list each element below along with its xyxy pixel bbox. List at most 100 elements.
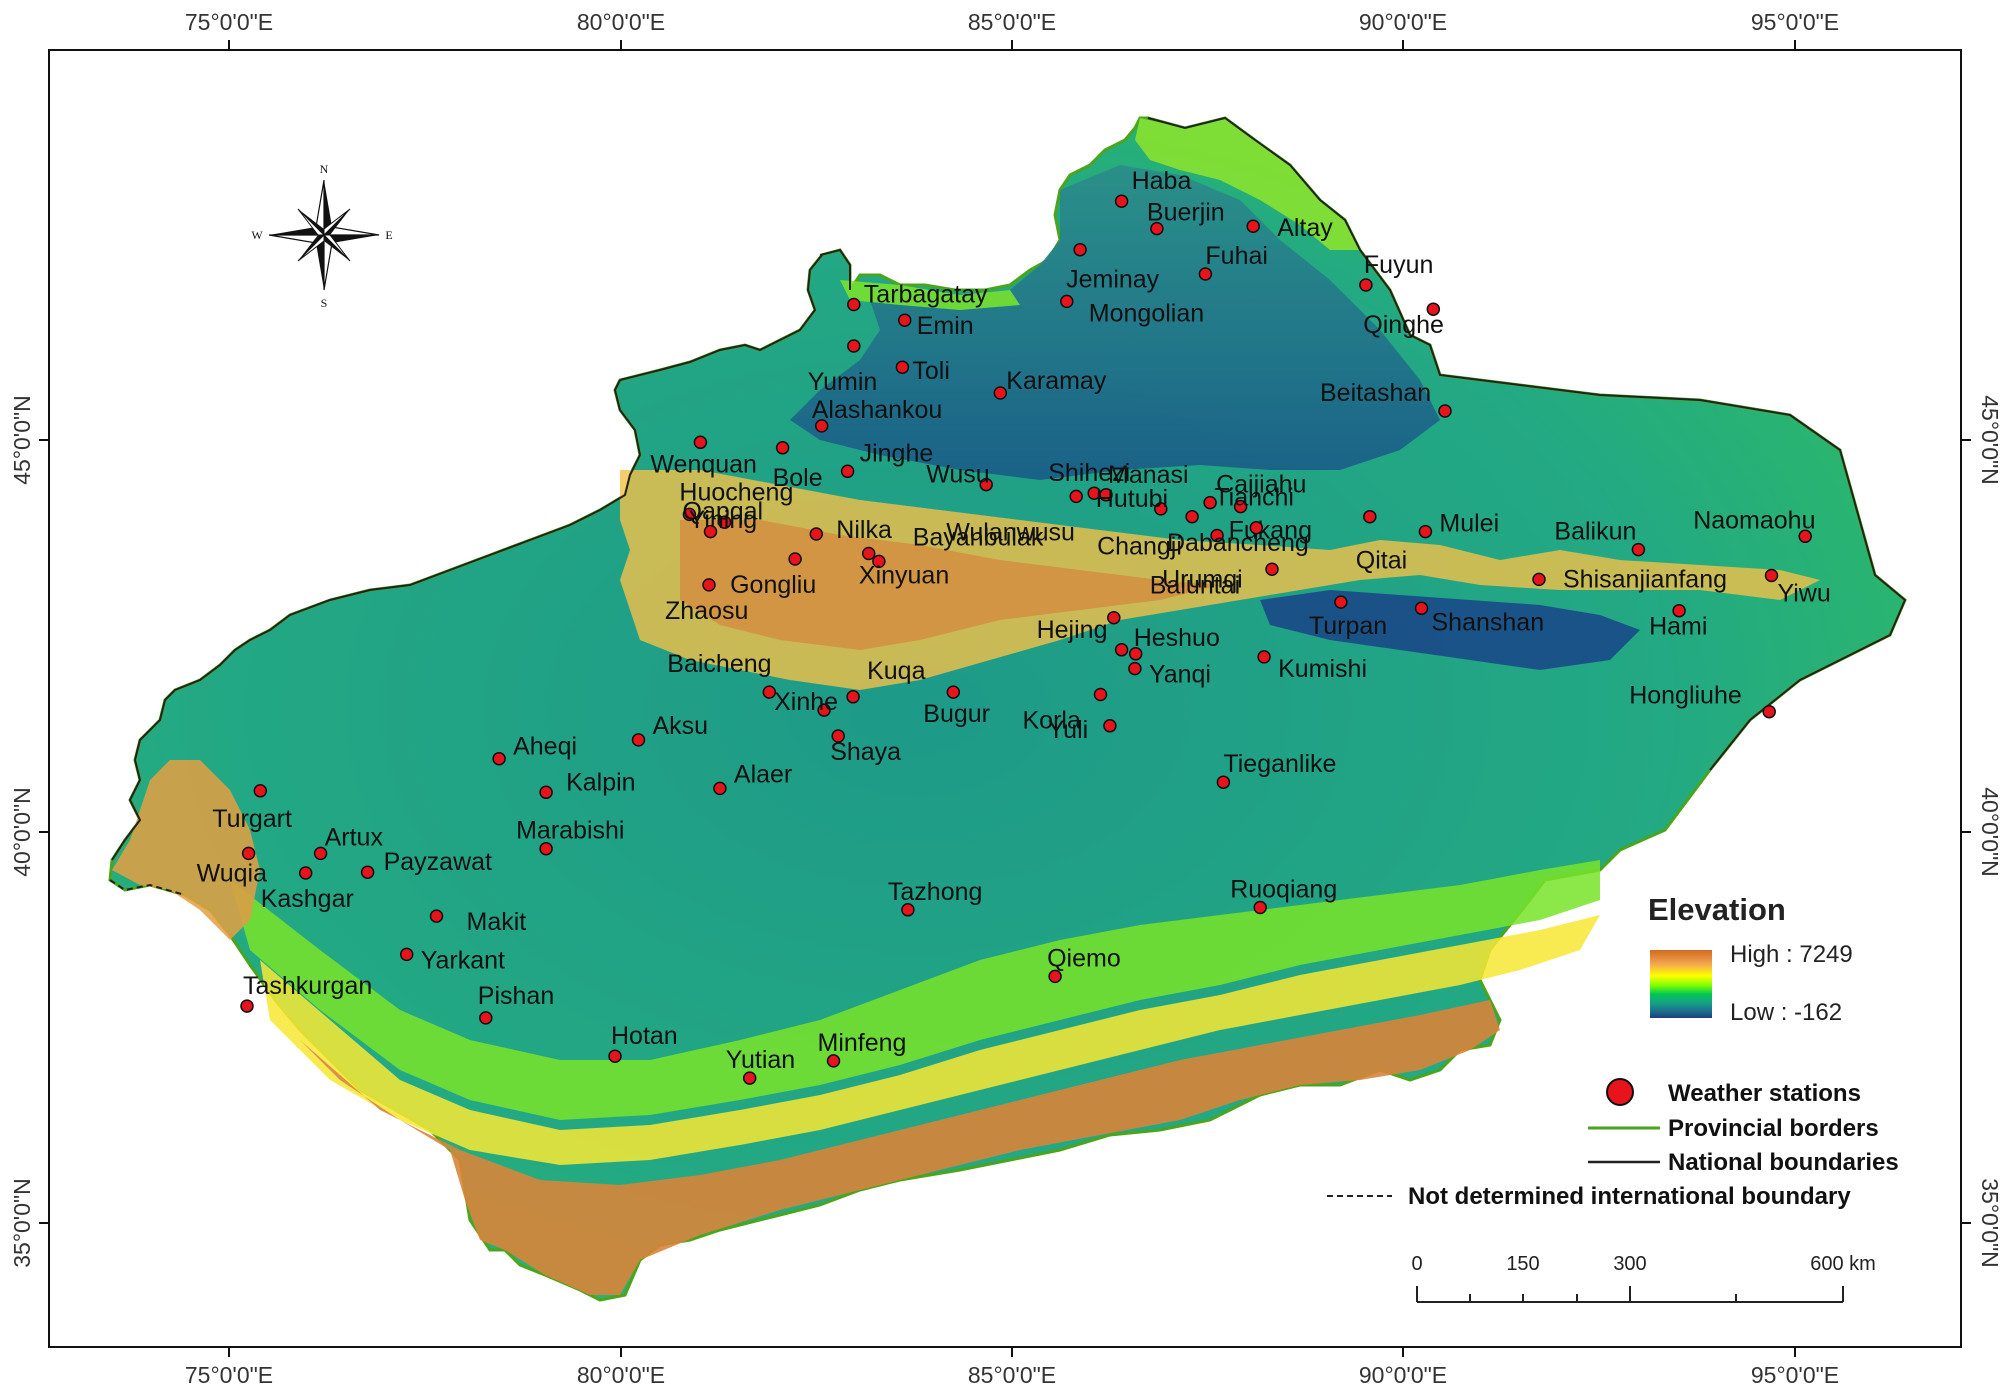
station-marker <box>693 435 708 450</box>
top-tick-75e: 75°0'0"E <box>185 9 273 35</box>
station-marker <box>1107 610 1121 625</box>
station-label: Yiwu <box>1778 580 1831 608</box>
station-marker <box>814 419 829 433</box>
station-marker <box>1203 495 1217 510</box>
station-label: Kashgar <box>261 885 354 913</box>
station-label: Yarkant <box>421 946 505 974</box>
station-label: Wulanwusu <box>946 518 1075 546</box>
station-label: Hami <box>1649 613 1707 641</box>
station-label: Alashankou <box>812 396 943 424</box>
station-label: Naomaohu <box>1693 506 1815 534</box>
scale-label-300: 300 <box>1613 1253 1646 1275</box>
station-label: Alaer <box>734 760 792 788</box>
station-label: Shihezi <box>1048 459 1130 487</box>
station-marker <box>979 477 993 492</box>
station-marker <box>1672 603 1686 618</box>
station-marker <box>1233 499 1248 514</box>
station-label: Fuhai <box>1205 242 1268 270</box>
top-tick-80e: 80°0'0"E <box>577 9 665 35</box>
station-marker <box>631 733 646 747</box>
station-marker <box>313 846 328 861</box>
station-marker <box>1418 524 1433 539</box>
station-marker <box>1099 488 1113 502</box>
top-tick-90e: 90°0'0"E <box>1359 9 1447 35</box>
right-tick-40n: 40°0'0"N <box>1977 787 2003 877</box>
station-label: Yining <box>689 506 758 534</box>
pamir-highlands <box>112 760 260 940</box>
station-marker <box>847 339 861 353</box>
compass-s: S <box>321 296 328 310</box>
undetermined-boundary-line <box>109 879 186 896</box>
station-marker <box>1764 568 1779 583</box>
weather-stations-layer: Haba Buerjin Altay Jeminay Fuhai Fuyun Tarbaga… <box>197 167 1831 1085</box>
station-label: Bole <box>773 464 823 492</box>
station-marker <box>788 552 802 566</box>
kunlun-orange-band <box>300 1000 1500 1295</box>
station-label: Qitai <box>1356 547 1407 575</box>
legend-undetermined-label: Not determined international boundary <box>1408 1183 1851 1210</box>
station-label: Qiemo <box>1047 944 1121 972</box>
station-label: Hotan <box>611 1022 678 1050</box>
station-marker <box>1048 969 1062 984</box>
station-label: Hejing <box>1037 616 1108 644</box>
station-label: Dabancheng <box>1167 529 1309 557</box>
station-marker <box>1150 221 1164 236</box>
station-label: Qapqal <box>683 498 764 526</box>
station-label: Jeminay <box>1066 266 1160 294</box>
station-label: Baluntai <box>1150 572 1240 600</box>
scale-label-150: 150 <box>1506 1253 1539 1275</box>
tarbagatay-range <box>840 280 1020 310</box>
legend-provincial-label: Provincial borders <box>1668 1115 1879 1142</box>
top-tick-95e: 95°0'0"E <box>1751 9 1839 35</box>
station-label: Baicheng <box>667 650 771 678</box>
station-marker <box>1210 528 1224 543</box>
tianshan-core <box>680 520 1220 650</box>
bottom-tick-75e: 75°0'0"E <box>185 1362 273 1388</box>
station-marker <box>846 690 860 704</box>
station-label: Mulei <box>1439 510 1499 538</box>
station-marker <box>1631 542 1646 557</box>
station-marker <box>1426 302 1441 316</box>
station-label: Gongliu <box>730 571 816 599</box>
station-label: Toli <box>912 357 950 385</box>
station-label: Mongolian <box>1089 299 1204 327</box>
station-label: Yanqi <box>1149 661 1211 689</box>
station-label: Yuli <box>1048 716 1088 744</box>
station-label: Tashkurgan <box>243 972 372 1000</box>
station-label: Kumishi <box>1278 655 1367 683</box>
station-marker <box>399 947 414 962</box>
legend-low-label: Low : -162 <box>1730 999 1842 1026</box>
station-label: Altay <box>1277 214 1333 242</box>
station-marker <box>1216 775 1231 789</box>
elevation-layers <box>112 118 1820 1295</box>
station-marker <box>1128 661 1142 676</box>
left-tick-45n: 45°0'0"N <box>9 395 35 485</box>
station-label: Bugur <box>923 700 990 728</box>
compass-e: E <box>385 228 392 242</box>
station-marker <box>831 729 845 743</box>
station-marker <box>847 297 861 312</box>
bottom-tick-95e: 95°0'0"E <box>1751 1362 1839 1388</box>
bottom-tick-85e: 85°0'0"E <box>968 1362 1056 1388</box>
station-marker <box>479 1011 493 1025</box>
station-marker <box>1185 509 1199 524</box>
top-tick-85e: 85°0'0"E <box>968 9 1056 35</box>
station-label: Hongliuhe <box>1629 682 1742 710</box>
station-marker <box>1414 601 1429 616</box>
station-marker <box>1334 595 1348 609</box>
station-marker <box>253 784 268 798</box>
station-marker <box>1114 643 1129 657</box>
station-label: Tazhong <box>888 878 983 906</box>
tick-marks <box>39 40 1971 1357</box>
station-label: Hutubi <box>1096 485 1168 513</box>
station-label: Qinghe <box>1363 311 1444 339</box>
station-marker <box>1798 529 1812 544</box>
station-label: Turgart <box>212 805 292 833</box>
station-marker <box>1069 489 1083 504</box>
station-marker <box>1154 502 1168 516</box>
station-marker <box>1093 687 1108 702</box>
station-marker <box>539 785 553 800</box>
station-label: Pishan <box>478 982 554 1010</box>
station-label: Bayanbulak <box>913 524 1044 552</box>
station-marker <box>775 441 790 455</box>
